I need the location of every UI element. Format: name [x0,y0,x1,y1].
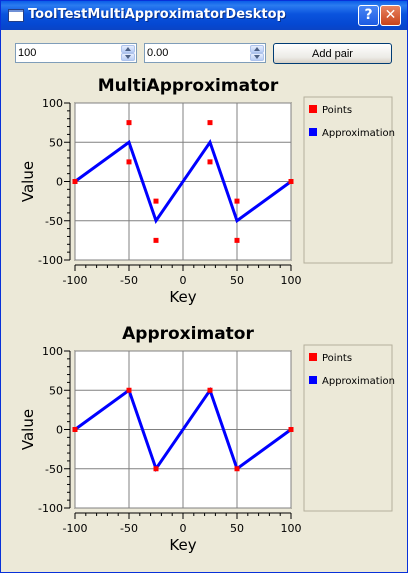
x-tick-label: 50 [230,274,244,287]
y-tick-label: 0 [56,424,63,437]
key-spin-down-button[interactable] [121,53,135,61]
help-button[interactable]: ? [358,5,379,26]
add-pair-button[interactable]: Add pair [273,43,392,64]
value-spin-up-button[interactable] [250,45,264,53]
value-spin-buttons [250,45,264,61]
y-axis-label: Value [19,161,37,202]
approximator-plot: Approximator 100 50 0 -50 -100-100 -50 0 50 100 Ke… [19,324,395,554]
data-point [126,120,132,126]
app-window-icon [8,9,24,22]
y-tick-label: -50 [45,463,63,476]
legend-swatch [309,376,317,384]
legend-swatch [309,128,317,136]
title-bar[interactable]: ToolTestMultiApproximatorDesktop ? ✕ [1,1,407,30]
legend-label: Points [322,105,352,116]
key-spin-buttons [121,45,135,61]
data-point [72,427,78,432]
data-point [153,198,159,204]
legend-label: Approximation [322,376,395,387]
data-point [72,179,78,184]
chart-title: MultiApproximator [98,76,279,96]
window-title: ToolTestMultiApproximatorDesktop [28,7,286,22]
data-point [207,387,213,393]
value-spin-down-button[interactable] [250,53,264,61]
y-tick-label: -100 [38,502,63,515]
y-tick-label: 50 [49,384,63,397]
data-point [153,237,159,243]
x-tick-label: 0 [180,522,187,535]
y-tick-label: 0 [56,176,63,189]
x-tick-label: -100 [63,522,88,535]
y-axis-label: Value [19,409,37,450]
x-tick-label: 100 [281,522,302,535]
data-point [153,466,159,472]
legend-swatch [309,353,317,361]
x-tick-label: -100 [63,274,88,287]
x-tick-label: 0 [180,274,187,287]
chart-title: Approximator [122,324,254,344]
approximation-line [74,138,292,225]
data-point [126,387,132,393]
data-point [234,237,240,243]
approximation-line [74,386,292,473]
x-tick-label: 100 [281,274,302,287]
legend-box [303,96,393,264]
x-tick-label: -50 [120,522,138,535]
data-point [288,427,294,432]
data-point [234,198,240,204]
legend-label: Points [322,353,352,364]
x-axis-label: Key [169,288,196,306]
x-axis-label: Key [169,536,196,554]
key-spinbox[interactable] [15,43,137,63]
legend-box [303,344,393,512]
close-button[interactable]: ✕ [380,5,401,26]
x-tick-label: 50 [230,522,244,535]
y-tick-label: -50 [45,215,63,228]
x-tick-label: -50 [120,274,138,287]
legend-label: Approximation [322,128,395,139]
legend-swatch [309,105,317,113]
value-spinbox[interactable] [144,43,266,63]
data-point [207,159,213,165]
data-point [234,466,240,472]
key-spin-up-button[interactable] [121,45,135,53]
y-tick-label: 100 [42,97,63,110]
value-input[interactable] [147,45,247,61]
key-input[interactable] [18,45,118,61]
y-tick-label: 50 [49,136,63,149]
data-point [288,179,294,184]
data-point [126,159,132,165]
y-tick-label: -100 [38,254,63,267]
y-tick-label: 100 [42,345,63,358]
data-point [207,120,213,126]
multiapproximator-plot: MultiApproximator 100 50 0 -50 -100-100 -50 0 50… [19,76,395,306]
